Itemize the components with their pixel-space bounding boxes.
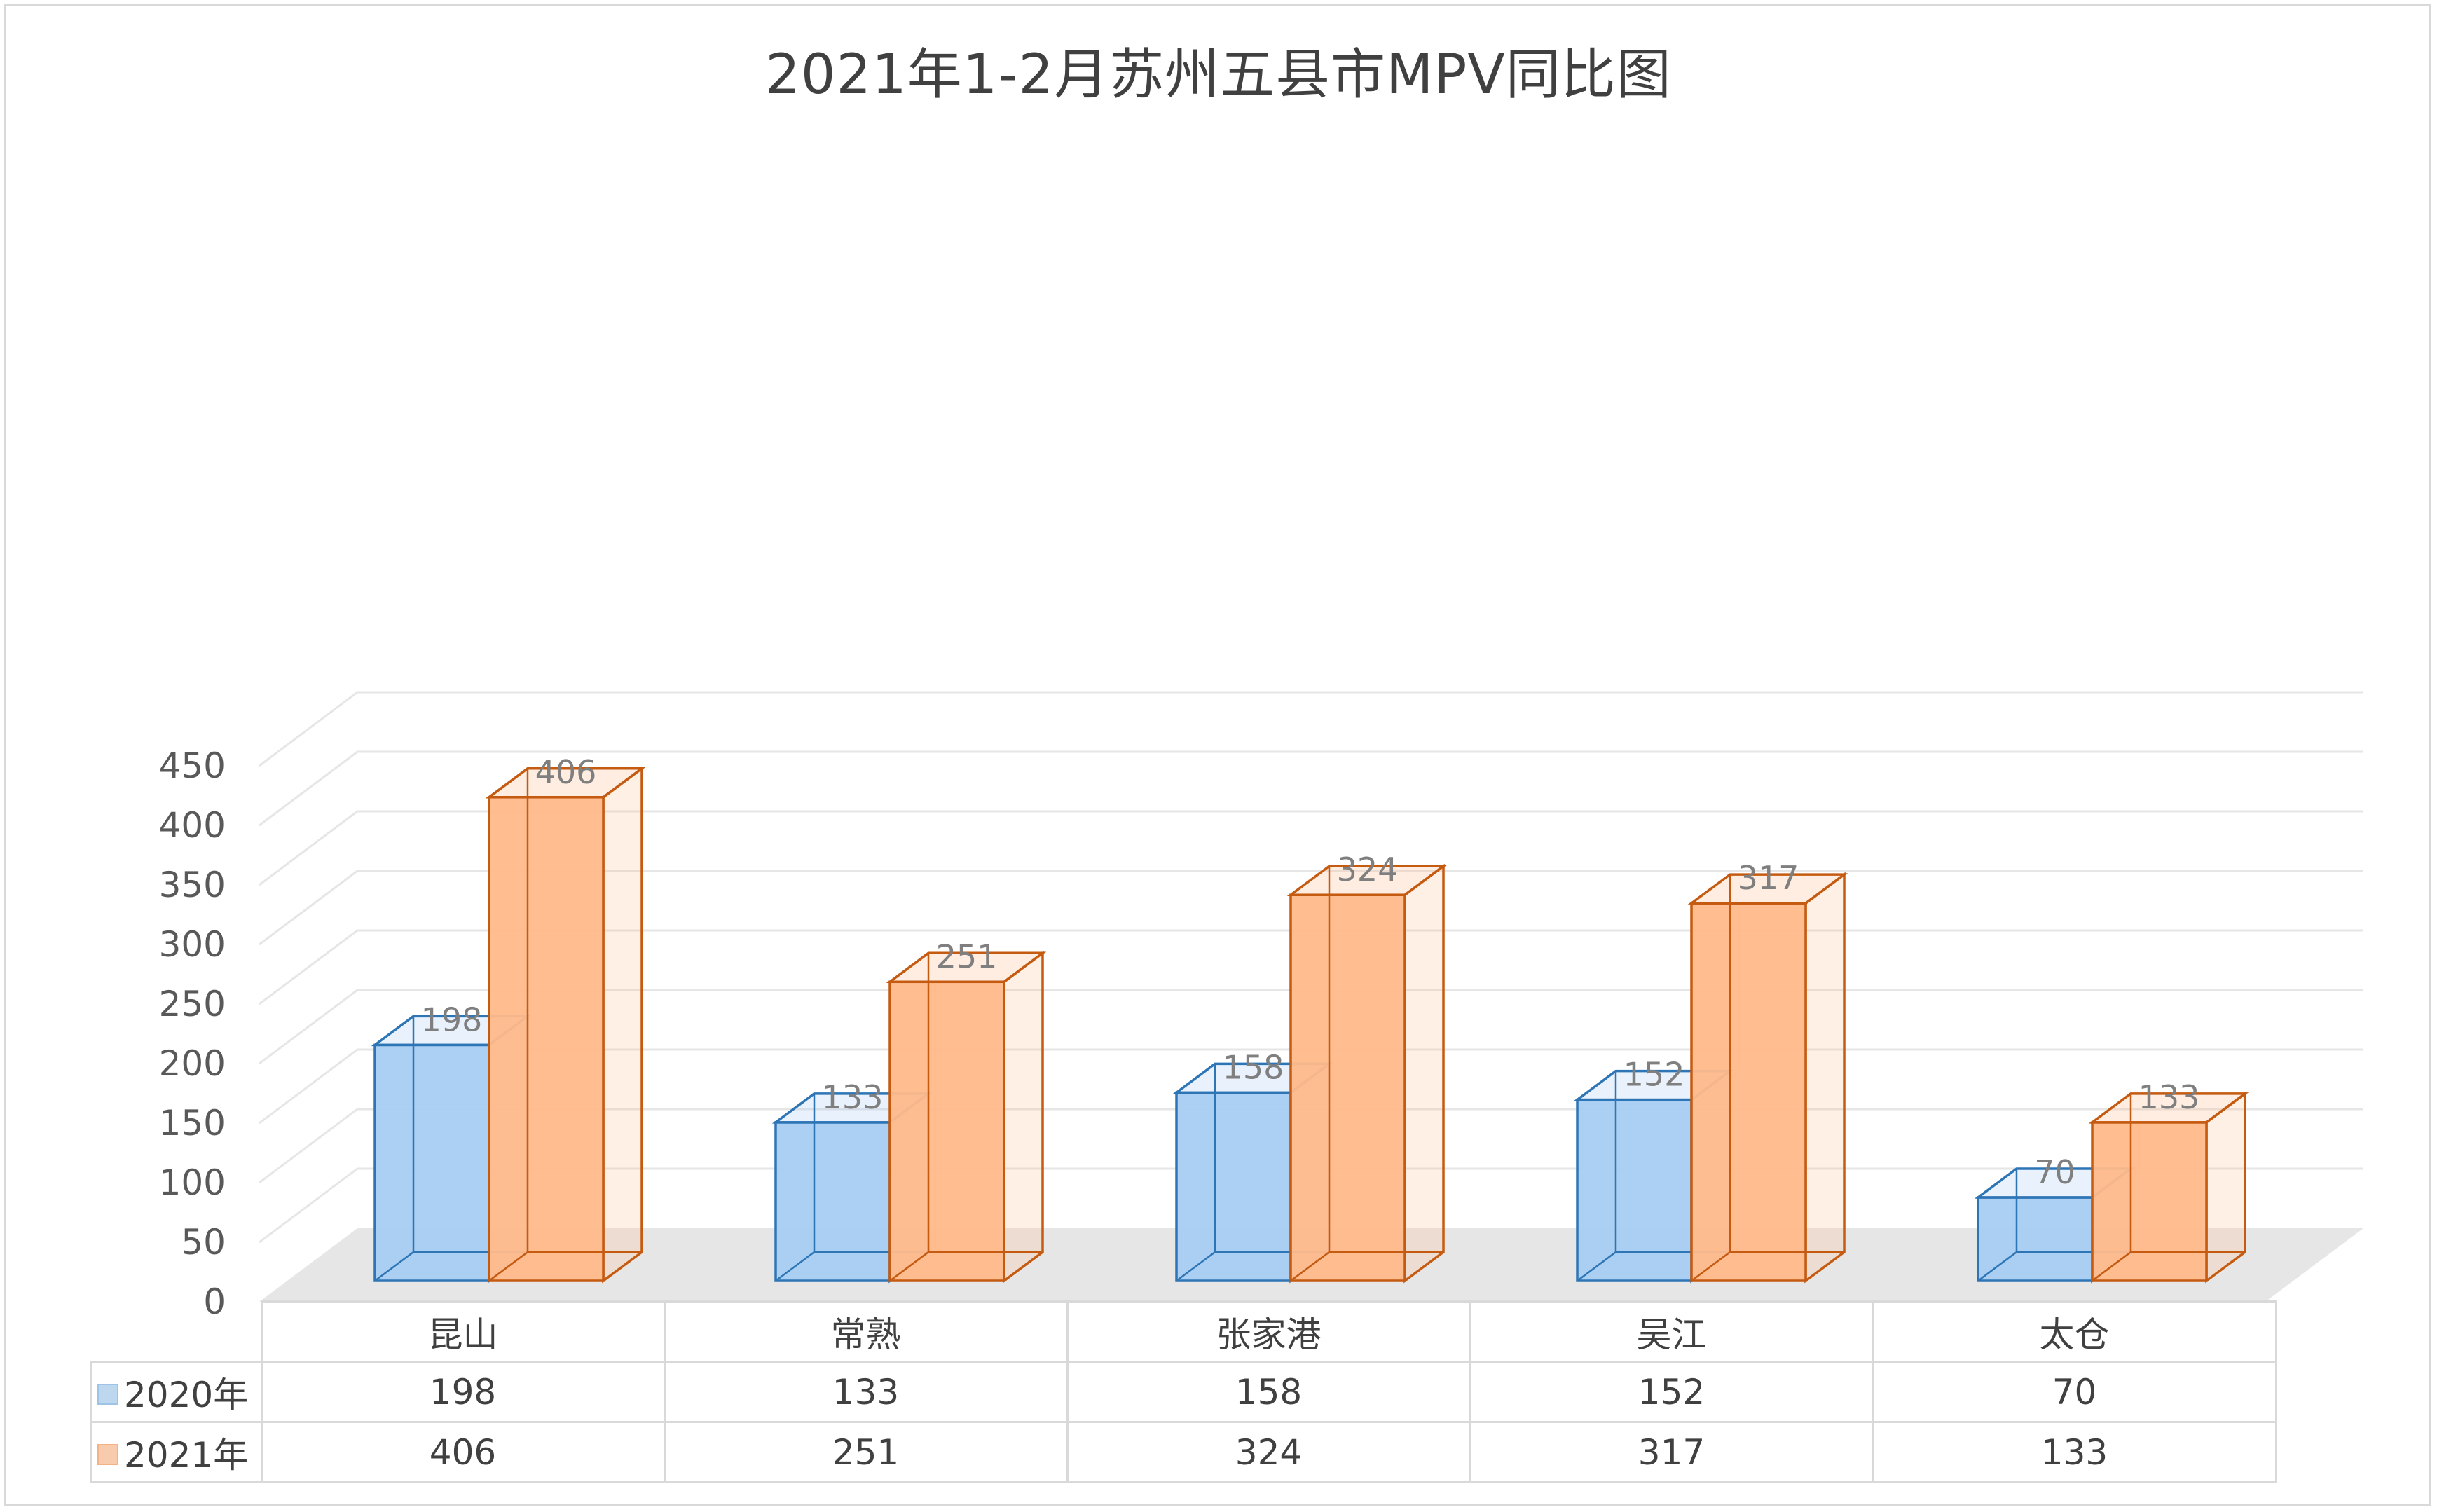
bar-back-edge: [1577, 1251, 1616, 1282]
data-label: 251: [936, 937, 998, 975]
gridline-side: [259, 810, 358, 886]
data-label: 133: [822, 1078, 884, 1116]
bar-back-edge: [775, 1251, 815, 1282]
bar-昆山-2021年: [485, 766, 646, 1284]
bar-back-edge: [1290, 1251, 1330, 1282]
table-cell: 317: [1469, 1421, 1874, 1483]
gridline-side: [259, 691, 358, 767]
data-table-header-row: 昆山 常熟 张家港 吴江 太仓: [90, 1300, 2277, 1363]
bar-front-face: [888, 980, 1005, 1282]
category-label: 太仓: [1872, 1300, 2277, 1363]
bar-front-face: [373, 1043, 490, 1282]
y-tick-label: 400: [159, 805, 226, 846]
category-label: 吴江: [1469, 1300, 1874, 1363]
bars: [371, 766, 2249, 1284]
data-table-row-2020: 2020年 198 133 158 152 70: [90, 1361, 2277, 1423]
data-label: 406: [535, 753, 597, 791]
bar-side-face: [1403, 863, 1445, 1284]
bar-front-face: [1690, 902, 1807, 1282]
table-cell: 133: [663, 1361, 1069, 1423]
gridline-side: [259, 750, 358, 827]
chart-title: 2021年1-2月苏州五县市MPV同比图: [765, 43, 1672, 106]
legend-key-icon: [97, 1384, 118, 1405]
bar-back-edge: [889, 1251, 929, 1282]
legend-entry-2020: 2020年: [90, 1361, 263, 1423]
y-tick-label: 250: [159, 984, 226, 1024]
bar-吴江-2021年: [1687, 872, 1848, 1284]
gridline-side: [259, 870, 358, 946]
bar-front-face: [1289, 893, 1406, 1282]
y-tick-label: 50: [181, 1222, 226, 1263]
data-table: 昆山 常熟 张家港 吴江 太仓 2020年 198 133 158 152 70…: [90, 1300, 2277, 1483]
table-cell: 133: [1872, 1421, 2277, 1483]
series-name: 2021年: [124, 1434, 249, 1476]
data-labels: 198 406 133 251 158 324 152 317 70 133: [421, 753, 2200, 1191]
table-cell: 324: [1066, 1421, 1471, 1483]
bar-front-face: [774, 1121, 891, 1282]
y-tick-label: 300: [159, 924, 226, 965]
bar-front-face: [2091, 1121, 2208, 1282]
legend-entry-2021: 2021年: [90, 1421, 263, 1483]
bar-side-face: [1804, 872, 1846, 1284]
bar-back-edge: [2092, 1251, 2131, 1282]
y-tick-label: 150: [159, 1103, 226, 1143]
bar-back-edge: [488, 1251, 528, 1282]
legend-key-icon: [97, 1444, 118, 1465]
bar-太仓-2021年: [2088, 1091, 2249, 1284]
y-tick-label: 350: [159, 865, 226, 905]
table-cell: 158: [1066, 1361, 1471, 1423]
bar-常熟-2021年: [886, 950, 1047, 1284]
series-name: 2020年: [124, 1374, 249, 1415]
data-label: 152: [1623, 1056, 1685, 1094]
y-tick-label: 200: [159, 1043, 226, 1084]
data-label: 198: [421, 1001, 483, 1038]
data-label: 133: [2139, 1078, 2200, 1116]
data-label: 70: [2034, 1153, 2075, 1191]
table-cell: 406: [260, 1421, 666, 1483]
gridline-side: [259, 929, 358, 1005]
category-label: 张家港: [1066, 1300, 1471, 1363]
data-label: 324: [1337, 851, 1399, 888]
gridline-side: [259, 989, 358, 1065]
table-cell: 70: [1872, 1361, 2277, 1423]
table-cell: 152: [1469, 1361, 1874, 1423]
bar-side-face: [602, 766, 643, 1284]
bar-front-face: [488, 796, 605, 1282]
bar-front-face: [1576, 1098, 1693, 1282]
bar-back-edge: [1977, 1251, 2017, 1282]
bar-side-face: [1003, 950, 1044, 1284]
gridline-side: [259, 1048, 358, 1125]
data-label: 158: [1223, 1048, 1284, 1086]
gridline-side: [259, 1167, 358, 1244]
y-tick-label: 450: [159, 745, 226, 786]
data-label: 317: [1738, 859, 1799, 897]
bar-张家港-2021年: [1286, 863, 1448, 1284]
table-cell: 198: [260, 1361, 666, 1423]
y-tick-label: 100: [159, 1162, 226, 1203]
bar-back-edge: [1691, 1251, 1731, 1282]
category-label: 常熟: [663, 1300, 1069, 1363]
data-table-row-2021: 2021年 406 251 324 317 133: [90, 1421, 2277, 1483]
bar-back-edge: [1176, 1251, 1216, 1282]
gridline-side: [259, 1108, 358, 1184]
table-cell: 251: [663, 1421, 1069, 1483]
bar-back-edge: [374, 1251, 414, 1282]
category-label: 昆山: [260, 1300, 666, 1363]
